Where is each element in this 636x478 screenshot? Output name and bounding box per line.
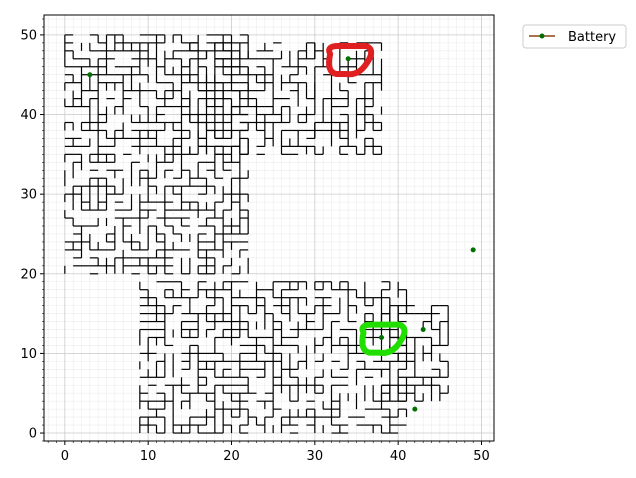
battery-point	[470, 247, 476, 253]
battery-series	[87, 56, 476, 412]
x-tick-label: 20	[223, 449, 240, 464]
axes-frame	[43, 14, 495, 442]
battery-point	[420, 327, 426, 333]
legend-label: Battery	[568, 30, 616, 45]
battery-point	[87, 72, 93, 78]
hand-drawn-annotations	[326, 42, 408, 356]
battery-point	[345, 56, 351, 62]
x-tick-label: 30	[307, 449, 324, 464]
annotation-loop	[359, 321, 408, 356]
legend-marker	[539, 33, 545, 39]
y-tick-label: 30	[20, 188, 37, 203]
y-tick-label: 0	[29, 427, 37, 442]
axis-ticks: 0 10 20 30 40 50 0 10 20 30 40 50	[20, 18, 491, 464]
x-tick-label: 0	[61, 449, 69, 464]
battery-point	[412, 406, 418, 412]
legend-box	[522, 24, 627, 49]
legend: Battery	[522, 24, 627, 49]
y-tick-label: 40	[20, 108, 37, 123]
x-tick-label: 10	[140, 449, 157, 464]
annotation-loop	[326, 42, 375, 78]
y-tick-label: 50	[20, 28, 37, 43]
x-tick-label: 50	[473, 449, 490, 464]
battery-point	[379, 334, 384, 340]
x-tick-label: 40	[390, 449, 407, 464]
y-tick-label: 20	[20, 267, 37, 282]
y-tick-label: 10	[20, 347, 37, 362]
